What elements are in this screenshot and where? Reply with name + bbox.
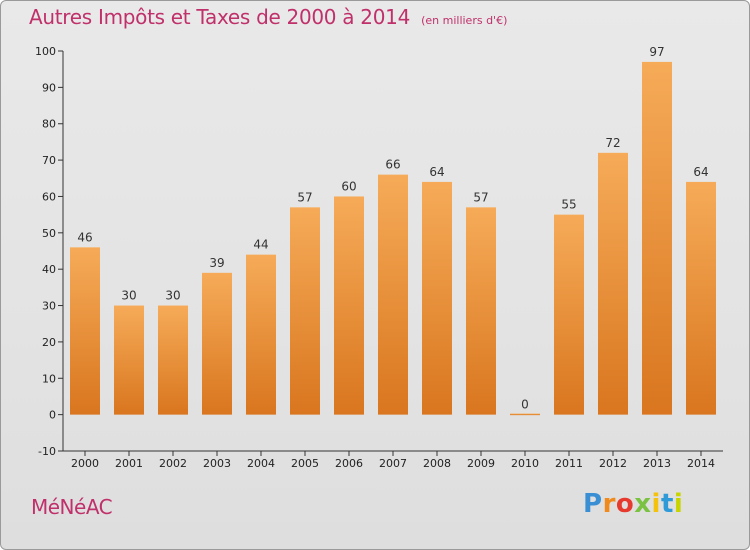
- chart-title: Autres Impôts et Taxes de 2000 à 2014: [29, 5, 410, 29]
- bar-value-label: 30: [165, 289, 180, 303]
- bar-value-label: 46: [77, 230, 92, 244]
- commune-name: MéNéAC: [31, 495, 113, 519]
- y-tick-label: 60: [42, 190, 56, 203]
- x-tick-label: 2011: [555, 457, 583, 470]
- x-tick-label: 2000: [71, 457, 99, 470]
- logo-letter: o: [615, 489, 635, 519]
- x-tick-label: 2008: [423, 457, 451, 470]
- bar-value-label: 57: [473, 190, 488, 204]
- bar: [334, 196, 364, 415]
- bar-value-label: 60: [341, 179, 356, 193]
- x-tick-label: 2001: [115, 457, 143, 470]
- chart-bars: [70, 61, 716, 416]
- bar: [202, 272, 232, 415]
- y-tick-label: 70: [42, 154, 56, 167]
- chart-labels: 46 2000 30 2001 30 2002 39 2003 44 2004 57 2005 60 20…: [71, 45, 715, 470]
- bar-value-label: 30: [121, 289, 136, 303]
- x-tick-label: 2005: [291, 457, 319, 470]
- bar: [466, 207, 496, 415]
- x-tick-label: 2014: [687, 457, 715, 470]
- logo-letter: P: [583, 489, 603, 519]
- y-tick-label: 100: [35, 45, 56, 58]
- bar-value-label: 64: [693, 165, 708, 179]
- logo-letter: x: [634, 489, 652, 519]
- logo-letter: t: [660, 489, 674, 519]
- bar-value-label: 44: [253, 238, 268, 252]
- bar-value-label: 97: [649, 45, 664, 59]
- y-tick-label: 80: [42, 118, 56, 131]
- chart-axes: -10 0 10 20 30 40 50 60 70 80 90 100: [35, 45, 723, 458]
- y-tick-label: 0: [49, 409, 56, 422]
- bar: [290, 207, 320, 415]
- bar-value-label: 66: [385, 158, 400, 172]
- x-tick-label: 2003: [203, 457, 231, 470]
- y-tick-label: -10: [38, 445, 56, 458]
- y-tick-label: 10: [42, 372, 56, 385]
- bar-value-label: 55: [561, 198, 576, 212]
- y-tick-label: 40: [42, 263, 56, 276]
- bar: [598, 152, 628, 415]
- y-tick-label: 90: [42, 81, 56, 94]
- proxiti-logo: Proxiti: [583, 489, 683, 519]
- x-tick-label: 2012: [599, 457, 627, 470]
- y-tick-label: 20: [42, 336, 56, 349]
- y-tick-label: 50: [42, 227, 56, 240]
- logo-letter: i: [651, 489, 661, 519]
- x-tick-label: 2009: [467, 457, 495, 470]
- bar: [70, 247, 100, 415]
- y-tick-label: 30: [42, 300, 56, 313]
- bar-value-label: 64: [429, 165, 444, 179]
- bar: [642, 61, 672, 415]
- bar-value-label: 72: [605, 136, 620, 150]
- logo-letter: r: [602, 489, 616, 519]
- chart-subtitle: (en milliers d'€): [421, 14, 508, 27]
- bar: [510, 413, 540, 416]
- x-tick-label: 2010: [511, 457, 539, 470]
- bar-value-label: 0: [521, 398, 529, 412]
- bar: [422, 181, 452, 415]
- chart-title-group: Autres Impôts et Taxes de 2000 à 2014 (e…: [29, 5, 507, 29]
- bar: [686, 181, 716, 415]
- x-tick-label: 2002: [159, 457, 187, 470]
- logo-letter: i: [673, 489, 684, 519]
- bar: [378, 174, 408, 415]
- x-tick-label: 2004: [247, 457, 275, 470]
- x-tick-label: 2007: [379, 457, 407, 470]
- bar-value-label: 57: [297, 190, 312, 204]
- bar: [114, 305, 144, 415]
- bar: [158, 305, 188, 415]
- x-tick-label: 2013: [643, 457, 671, 470]
- x-tick-label: 2006: [335, 457, 363, 470]
- bar-value-label: 39: [209, 256, 224, 270]
- bar: [554, 214, 584, 415]
- bar: [246, 254, 276, 415]
